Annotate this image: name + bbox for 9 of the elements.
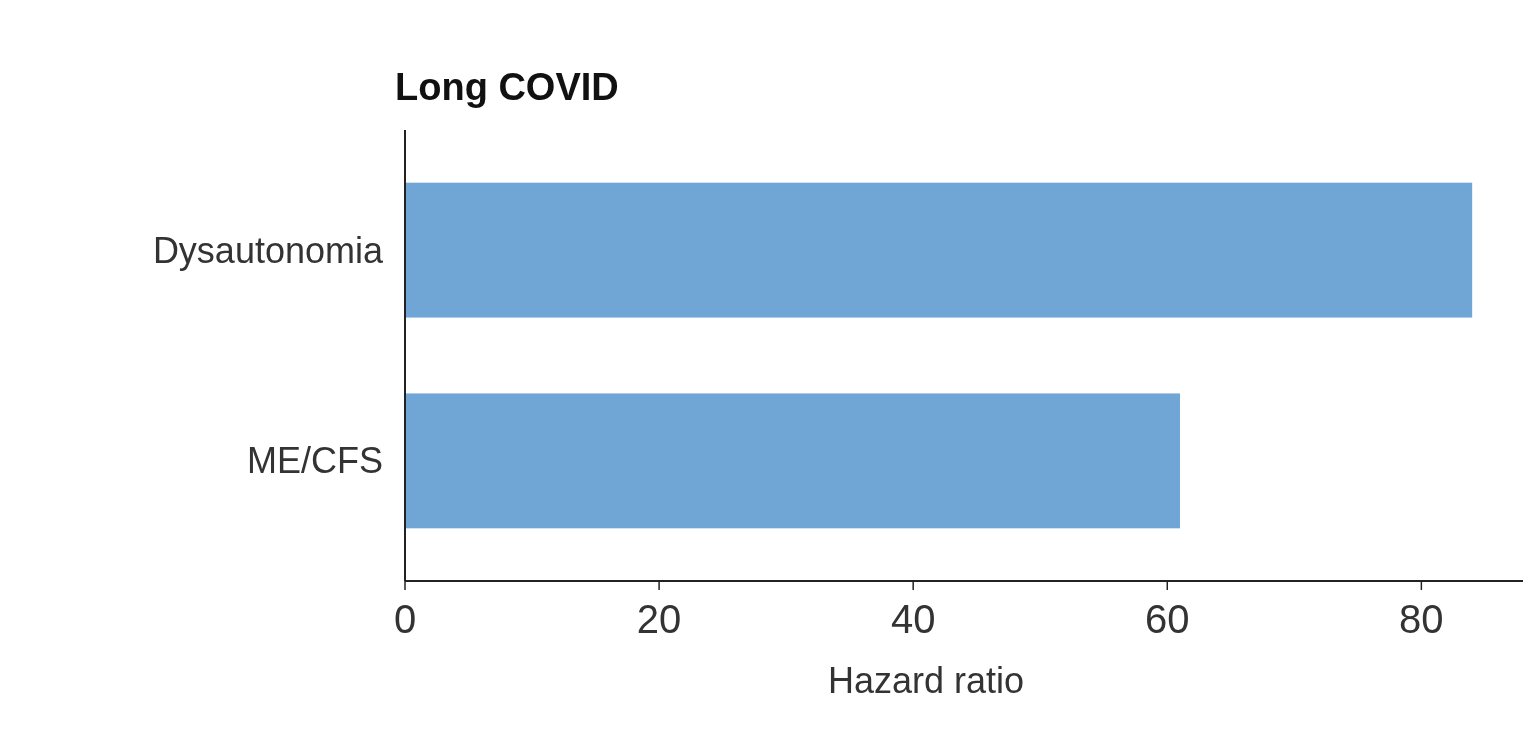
- x-tick-label: 0: [393, 597, 417, 641]
- y-tick-label: Dysautonomia: [152, 229, 384, 271]
- y-tick-label: ME/CFS: [246, 440, 383, 482]
- x-tick-label: 60: [1145, 597, 1190, 641]
- x-tick-label: 80: [1399, 597, 1444, 641]
- x-axis-title: Hazard ratio: [827, 660, 1025, 701]
- x-tick-label: 40: [890, 597, 936, 641]
- chart-title: Long COVID: [395, 66, 619, 108]
- x-tick-label: 20: [636, 597, 682, 641]
